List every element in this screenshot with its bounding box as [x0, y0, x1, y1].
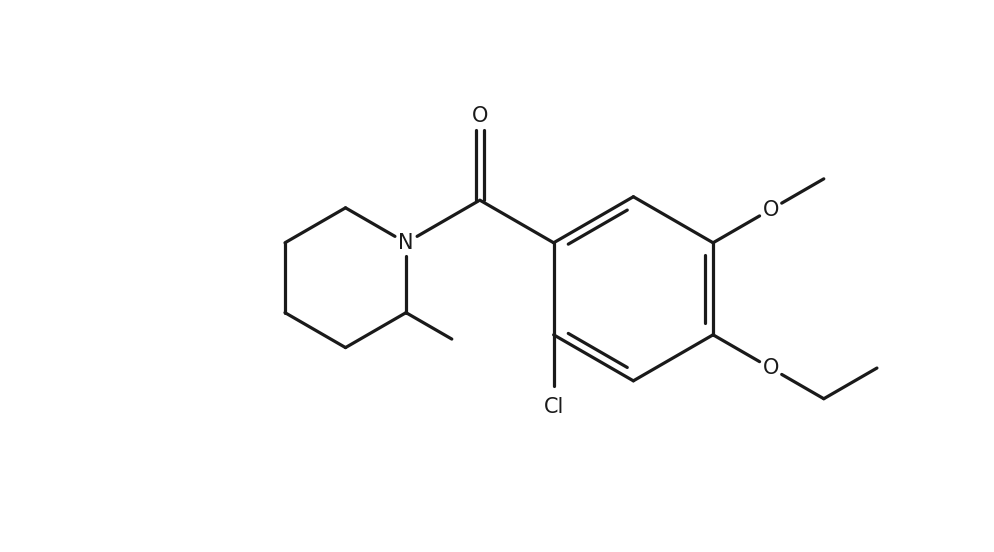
Text: N: N	[399, 233, 414, 253]
Text: O: O	[472, 106, 488, 126]
Text: O: O	[762, 199, 779, 220]
Text: O: O	[762, 358, 779, 378]
Text: Cl: Cl	[544, 397, 564, 417]
